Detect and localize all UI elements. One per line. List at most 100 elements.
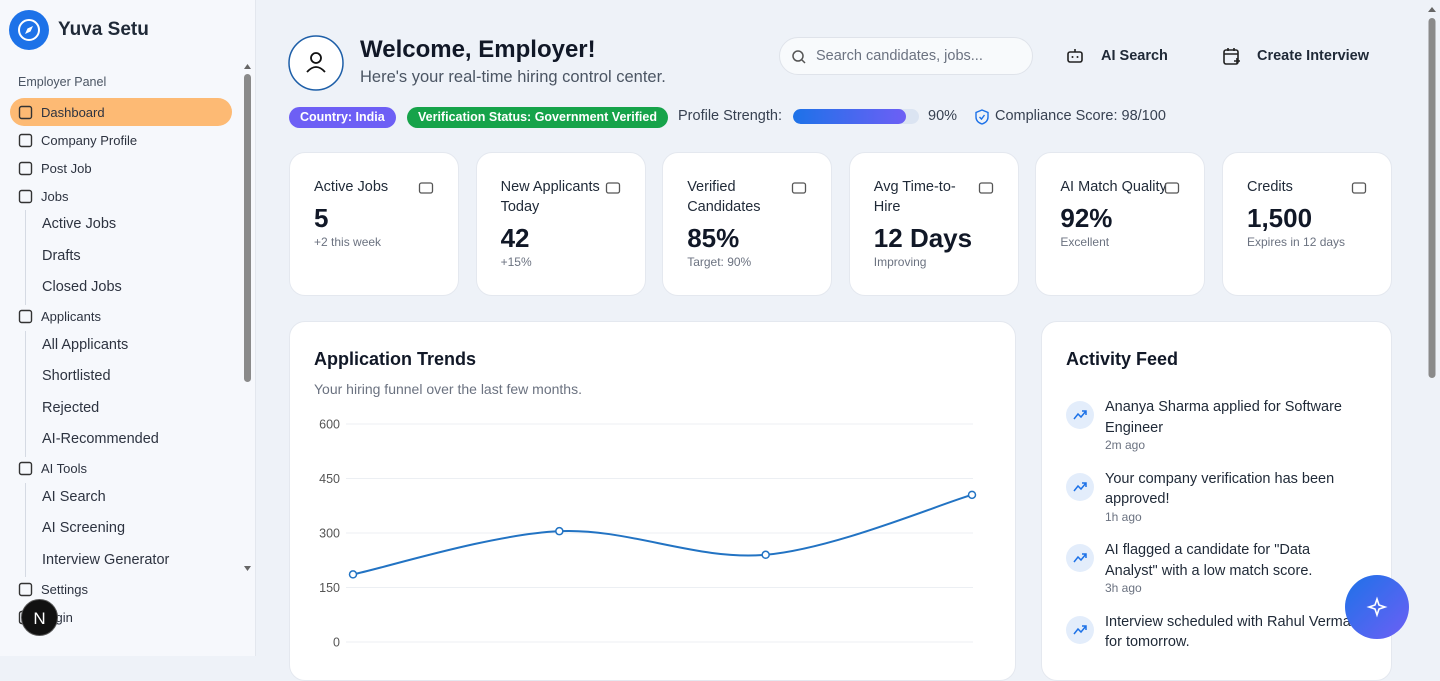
compliance-score: Compliance Score: 98/100 <box>995 108 1166 124</box>
nav-subitem[interactable]: Closed Jobs <box>42 279 122 295</box>
nav-label: Company Profile <box>41 132 138 148</box>
nav-label: Applicants <box>41 309 101 324</box>
y-tick-label: 150 <box>319 581 340 595</box>
nav-icon <box>18 105 33 119</box>
activity-icon <box>1066 472 1094 501</box>
dev-badge[interactable]: N <box>21 599 58 636</box>
country-badge: Country: India <box>289 107 396 128</box>
stat-value: 85% <box>687 223 740 253</box>
stat-value: 1,500 <box>1247 203 1313 233</box>
create-interview-button[interactable]: Create Interview <box>1222 46 1369 66</box>
shield-icon <box>975 109 989 125</box>
nav-item[interactable]: Company Profile <box>10 126 232 154</box>
data-point <box>967 490 977 500</box>
nav-item[interactable]: Dashboard <box>10 98 232 126</box>
stat-icon <box>418 182 434 194</box>
activity-item: Ananya Sharma applied for Software Engin… <box>1066 397 1356 452</box>
activity-time: 1h ago <box>1105 509 1142 524</box>
nav-item[interactable]: Applicants <box>10 303 232 331</box>
stat-card: Avg Time-to-Hire 12 Days Improving <box>848 152 1019 296</box>
chart-card: Application Trends Your hiring funnel ov… <box>289 321 1016 681</box>
y-tick-label: 450 <box>319 472 340 486</box>
profile-strength-value: 90% <box>928 108 958 124</box>
stat-value: 5 <box>314 203 329 233</box>
stat-note: Excellent <box>1060 235 1110 249</box>
stat-note: Improving <box>873 255 927 269</box>
stat-icon <box>1165 182 1180 194</box>
trend-icon <box>1073 481 1087 491</box>
line-chart: 0 150 300 450 600 <box>319 418 977 650</box>
nav-label: Post Job <box>41 160 92 176</box>
activity-item: Your company verification has been appro… <box>1066 469 1356 524</box>
welcome-subtitle: Here's your real-time hiring control cen… <box>360 68 666 86</box>
calendar-icon <box>1223 48 1240 65</box>
nav-subitem[interactable]: Active Jobs <box>42 216 117 232</box>
y-tick-label: 600 <box>319 418 340 432</box>
nav-guide <box>25 210 26 305</box>
activity-item: AI flagged a candidate for "Data Analyst… <box>1066 540 1356 595</box>
stat-title: Credits <box>1247 179 1293 195</box>
nav-subitem[interactable]: Rejected <box>42 399 100 416</box>
ai-search-button[interactable]: AI Search <box>1065 46 1168 66</box>
activity-text: AI flagged a candidate for "Data Analyst… <box>1105 542 1313 579</box>
nav-icon <box>18 582 33 596</box>
trend-icon <box>1073 410 1087 420</box>
nav-subitem[interactable]: AI Search <box>42 488 106 505</box>
search-icon <box>792 50 806 64</box>
stat-note: +2 this week <box>314 235 382 249</box>
search-box[interactable]: Search candidates, jobs... <box>779 37 1033 75</box>
stat-card: AI Match Quality 92% Excellent <box>1035 152 1206 296</box>
nav-item[interactable]: AI Tools <box>10 455 232 483</box>
brand-name: Yuva Setu <box>58 19 149 40</box>
nav-label: Settings <box>41 581 88 597</box>
stat-icon <box>978 182 993 194</box>
progress-track <box>793 109 919 124</box>
nav-item[interactable]: Post Job <box>10 154 232 182</box>
nav-subitem[interactable]: Shortlisted <box>42 368 111 384</box>
nav-subitem[interactable]: Drafts <box>42 247 81 264</box>
ai-search-label: AI Search <box>1101 48 1168 64</box>
stat-icon <box>792 182 807 194</box>
stat-value: 92% <box>1060 203 1113 233</box>
trend-icon <box>1073 553 1087 563</box>
activity-text: Ananya Sharma applied for Software Engin… <box>1105 399 1342 436</box>
stat-note: Target: 90% <box>687 255 752 269</box>
nav-subitem[interactable]: All Applicants <box>42 336 129 353</box>
activity-title: Activity Feed <box>1066 349 1179 369</box>
brand-logo <box>9 10 49 50</box>
stat-title: AI Match Quality <box>1060 179 1167 195</box>
activity-time: 2m ago <box>1105 438 1146 452</box>
nav-item[interactable]: Settings <box>10 575 232 603</box>
activity-text: Your company verification has been appro… <box>1105 470 1335 508</box>
progress-bar <box>793 109 907 124</box>
section-label: Employer Panel <box>18 75 107 89</box>
activity-text: Interview scheduled with Rahul Verma for… <box>1105 613 1351 651</box>
nav-item[interactable]: Jobs <box>10 182 232 210</box>
stat-card: Credits 1,500 Expires in 12 days <box>1222 152 1392 296</box>
stat-card: New Applicants Today 42 +15% <box>475 152 646 296</box>
nav-guide <box>25 482 26 577</box>
nav-icon <box>18 309 33 324</box>
activity-card: Activity Feed Ananya Sharma applied for … <box>1041 321 1392 681</box>
nav-icon <box>18 461 33 476</box>
sidebar: Yuva Setu Employer Panel Dashboard Compan… <box>0 0 256 656</box>
create-interview-label: Create Interview <box>1257 48 1370 64</box>
activity-icon <box>1066 401 1094 429</box>
activity-item: Interview scheduled with Rahul Verma for… <box>1066 612 1356 653</box>
nav-guide <box>25 330 26 457</box>
chart-subtitle: Your hiring funnel over the last few mon… <box>314 381 582 397</box>
stat-title: Verified Candidates <box>687 179 761 215</box>
nav-subitem[interactable]: AI-Recommended <box>42 431 159 447</box>
nav-icon <box>18 161 33 175</box>
main-scrollbar <box>1428 7 1436 378</box>
activity-icon <box>1066 544 1094 572</box>
stat-title: New Applicants Today <box>500 179 600 215</box>
verification-badge: Verification Status: Government Verified <box>407 107 668 128</box>
ai-fab[interactable] <box>1345 575 1409 639</box>
data-point <box>348 570 358 579</box>
data-point <box>555 526 564 536</box>
nav-subitem[interactable]: Interview Generator <box>42 551 170 568</box>
nav-subitem[interactable]: AI Screening <box>42 520 126 536</box>
stat-value: 12 Days <box>873 223 973 253</box>
activity-time: 3h ago <box>1105 581 1142 595</box>
